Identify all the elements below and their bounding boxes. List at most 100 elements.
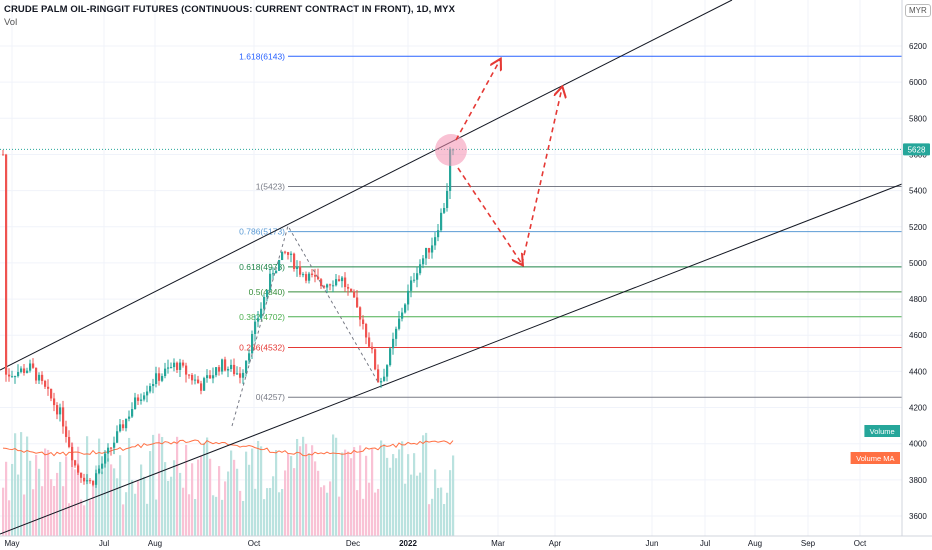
candle-body bbox=[233, 364, 236, 375]
y-tick-label: 5200 bbox=[909, 223, 927, 232]
volume-bar bbox=[413, 453, 416, 536]
volume-bar bbox=[224, 481, 227, 536]
x-tick-label: Jun bbox=[646, 539, 659, 548]
candle-body bbox=[293, 253, 296, 269]
volume-bar bbox=[41, 486, 44, 536]
candle-body bbox=[29, 363, 32, 371]
volume-bar bbox=[5, 461, 8, 536]
candle-body bbox=[53, 398, 56, 406]
candle-body bbox=[305, 274, 308, 281]
candle-body bbox=[89, 480, 92, 482]
volume-bar bbox=[356, 490, 359, 536]
candle-body bbox=[413, 279, 416, 281]
x-tick-label: Jul bbox=[700, 539, 710, 548]
channel-lower-line bbox=[0, 183, 903, 535]
volume-bar bbox=[68, 503, 71, 536]
volume-bar bbox=[71, 442, 74, 536]
volume-bar bbox=[278, 492, 281, 536]
candle-body bbox=[35, 367, 38, 381]
candle-body bbox=[134, 397, 137, 410]
candle-body bbox=[383, 376, 386, 382]
volume-bar bbox=[440, 487, 443, 536]
candle-body bbox=[260, 308, 263, 319]
volume-bar bbox=[200, 455, 203, 536]
candle-body bbox=[236, 373, 239, 375]
volume-bar bbox=[281, 488, 284, 536]
volume-bar bbox=[26, 436, 29, 536]
fib-level-label: 0.786(5173) bbox=[239, 227, 285, 237]
last-price-text: 5628 bbox=[908, 145, 926, 154]
candle-body bbox=[308, 273, 311, 281]
candle-body bbox=[359, 307, 362, 320]
candle-body bbox=[332, 285, 335, 287]
candle-body bbox=[65, 426, 68, 437]
volume-bar bbox=[302, 436, 305, 536]
volume-bar bbox=[2, 487, 5, 536]
candle-body bbox=[191, 374, 194, 381]
candle-body bbox=[131, 409, 134, 417]
candle-body bbox=[347, 287, 350, 289]
candle-body bbox=[329, 284, 332, 286]
candle-body bbox=[161, 376, 164, 381]
candle-body bbox=[32, 363, 35, 368]
candle-body bbox=[446, 190, 449, 208]
candle-body bbox=[242, 372, 245, 378]
volume-bar bbox=[431, 498, 434, 536]
candle-body bbox=[227, 368, 230, 371]
candle-body bbox=[17, 372, 20, 377]
candle-body bbox=[434, 237, 437, 246]
volume-bar bbox=[176, 436, 179, 536]
candle-body bbox=[449, 149, 452, 191]
fib-level-label: 0(4257) bbox=[256, 392, 285, 402]
volume-bar bbox=[428, 504, 431, 536]
volume-bar bbox=[44, 448, 47, 536]
volume-bar bbox=[449, 470, 452, 536]
volume-bar bbox=[392, 454, 395, 536]
candle-body bbox=[101, 463, 104, 469]
volume-bar bbox=[116, 478, 119, 536]
candle-body bbox=[173, 362, 176, 368]
y-tick-label: 5800 bbox=[909, 114, 927, 123]
candle-body bbox=[350, 288, 353, 292]
volume-bar bbox=[359, 445, 362, 536]
volume-bar bbox=[314, 461, 317, 536]
y-tick-label: 6000 bbox=[909, 78, 927, 87]
volume-bar bbox=[29, 460, 32, 536]
volume-bar bbox=[407, 454, 410, 536]
volume-bar bbox=[113, 468, 116, 536]
last-price-badge bbox=[903, 143, 930, 156]
volume-bar bbox=[320, 487, 323, 536]
projection-arrow bbox=[457, 167, 522, 264]
candle-body bbox=[314, 274, 317, 277]
volume-bar bbox=[293, 468, 296, 536]
volume-bar bbox=[353, 447, 356, 536]
candle-body bbox=[353, 291, 356, 298]
volume-bar bbox=[164, 462, 167, 536]
x-tick-label: Aug bbox=[748, 539, 762, 548]
candle-body bbox=[164, 368, 167, 377]
candle-body bbox=[224, 359, 227, 371]
currency-badge[interactable]: MYR bbox=[905, 4, 931, 17]
volume-bar bbox=[125, 492, 128, 536]
candle-body bbox=[323, 286, 326, 288]
volume-bar bbox=[257, 440, 260, 536]
candle-body bbox=[254, 321, 257, 335]
candle-body bbox=[182, 362, 185, 366]
volume-bar bbox=[203, 442, 206, 536]
candle-body bbox=[152, 384, 155, 387]
volume-bar bbox=[101, 471, 104, 536]
volume-bar bbox=[38, 468, 41, 536]
candle-body bbox=[221, 359, 224, 372]
candle-body bbox=[125, 418, 128, 429]
volume-ma-legend-bg bbox=[850, 452, 900, 464]
candle-body bbox=[59, 407, 62, 415]
candle-body bbox=[107, 447, 110, 454]
volume-bar bbox=[17, 474, 20, 536]
volume-bar bbox=[326, 492, 329, 536]
candle-body bbox=[386, 365, 389, 377]
x-tick-label: May bbox=[4, 539, 19, 548]
y-tick-label: 3800 bbox=[909, 476, 927, 485]
time-axis: May Jul Aug Oct Dec 2022 Mar Apr Jun Jul Aug Sep Oct bbox=[0, 535, 932, 548]
candle-body bbox=[326, 284, 329, 288]
